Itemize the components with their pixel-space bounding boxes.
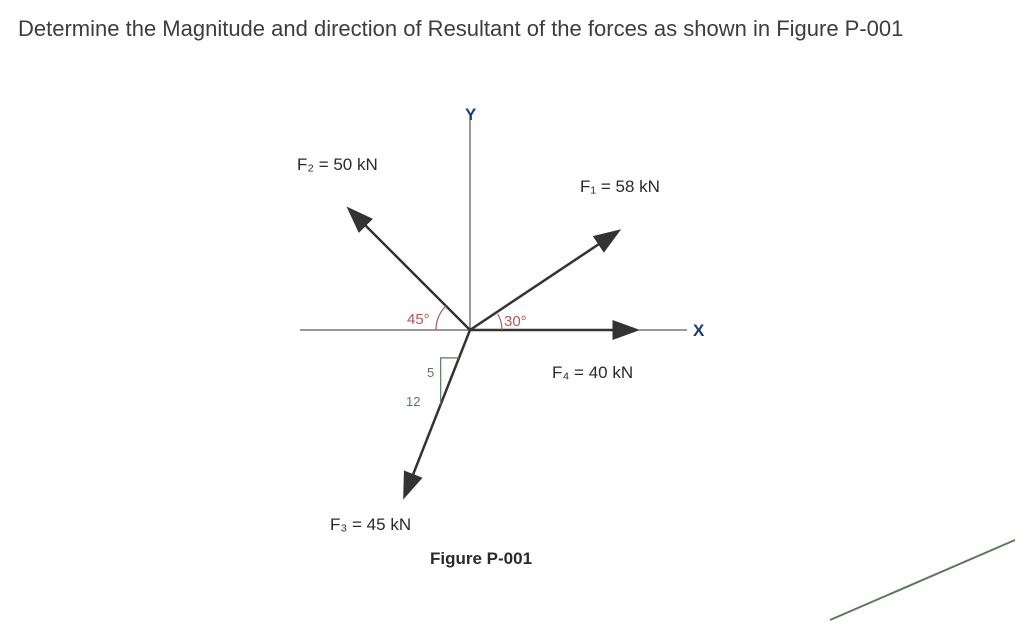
force-diagram: Y X F₁ = 58 kN F₂ = 50 kN F₃ = 45 kN F₄ … [275, 105, 775, 575]
f1-angle-label: 30° [504, 313, 527, 330]
f4-label: F₄ = 40 kN [552, 363, 633, 383]
problem-statement: Determine the Magnitude and direction of… [18, 14, 903, 44]
f2-label: F₂ = 50 kN [297, 155, 378, 175]
f2-angle-label: 45° [407, 311, 430, 328]
figure-caption: Figure P-001 [430, 549, 532, 569]
f1-label: F₁ = 58 kN [580, 177, 660, 197]
y-axis-label: Y [465, 105, 476, 125]
x-axis-label: X [693, 321, 704, 341]
f3-slope-run: 5 [427, 365, 434, 380]
f3-label: F₃ = 45 kN [330, 515, 411, 535]
f3-slope-rise: 12 [406, 394, 420, 409]
